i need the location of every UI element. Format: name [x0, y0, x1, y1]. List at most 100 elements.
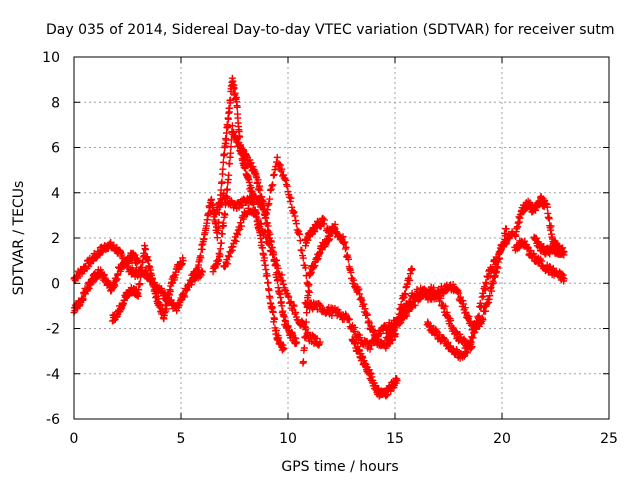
data-point	[281, 175, 289, 183]
data-point	[496, 254, 504, 262]
data-point	[208, 201, 216, 209]
data-point	[275, 270, 283, 278]
x-tick-label: 5	[177, 431, 186, 447]
data-point	[264, 222, 272, 230]
data-point	[293, 338, 301, 346]
data-point	[197, 254, 205, 262]
data-point	[305, 288, 313, 296]
satellite-track-8	[301, 214, 328, 250]
data-point	[269, 248, 277, 256]
data-point	[138, 268, 146, 276]
data-point	[407, 299, 415, 307]
data-point	[313, 335, 321, 343]
data-point	[304, 236, 312, 244]
data-point	[502, 225, 510, 233]
data-point	[311, 228, 319, 236]
data-point	[501, 232, 509, 240]
data-point	[267, 185, 275, 193]
data-point	[233, 103, 241, 111]
data-point	[455, 289, 463, 297]
data-point	[234, 226, 242, 234]
data-point	[226, 160, 234, 168]
data-point	[225, 171, 233, 179]
data-point	[494, 264, 502, 272]
data-point	[229, 243, 237, 251]
data-point	[265, 200, 273, 208]
data-point	[230, 84, 238, 92]
data-point	[288, 203, 296, 211]
x-axis-title: GPS time / hours	[281, 459, 398, 475]
data-point	[148, 275, 156, 283]
x-tick-label: 25	[600, 431, 618, 447]
satellite-track-7	[220, 204, 324, 349]
data-point	[294, 229, 302, 237]
data-point	[264, 279, 272, 287]
data-point	[315, 341, 323, 349]
data-point	[543, 203, 551, 211]
axis-ticks	[73, 56, 610, 420]
data-point	[489, 279, 497, 287]
y-tick-label: 6	[51, 141, 60, 157]
data-point	[221, 211, 229, 219]
data-point	[286, 197, 294, 205]
data-point	[224, 252, 232, 260]
data-point	[336, 308, 344, 316]
data-point	[232, 237, 240, 245]
data-point	[224, 123, 232, 131]
y-tick-label: 10	[42, 50, 60, 66]
data-point	[361, 338, 369, 346]
data-point	[273, 153, 281, 161]
data-point	[224, 260, 232, 268]
data-point	[224, 195, 232, 203]
data-point	[142, 245, 150, 253]
y-tick-label: 8	[51, 95, 60, 111]
satellite-track-6	[209, 153, 313, 296]
data-point	[236, 225, 244, 233]
data-point	[111, 282, 119, 290]
y-tick-label: -6	[46, 412, 60, 428]
data-point	[217, 239, 225, 247]
data-point	[240, 215, 248, 223]
data-point	[354, 330, 362, 338]
data-point	[261, 228, 269, 236]
data-point	[278, 165, 286, 173]
data-point	[219, 165, 227, 173]
data-point	[229, 77, 237, 85]
x-tick-label: 15	[386, 431, 404, 447]
data-point	[299, 358, 307, 366]
data-point	[420, 285, 428, 293]
data-point	[292, 220, 300, 228]
data-point	[515, 244, 523, 252]
y-tick-label: 4	[51, 186, 60, 202]
data-point	[265, 286, 273, 294]
data-point	[225, 253, 233, 261]
data-point	[74, 274, 82, 282]
data-point	[460, 352, 468, 360]
data-point	[430, 284, 438, 292]
y-tick-label: -4	[46, 367, 60, 383]
data-point	[305, 280, 313, 288]
data-point	[260, 254, 268, 262]
satellite-track-17	[511, 237, 568, 285]
data-point	[275, 334, 283, 342]
y-tick-label: 2	[51, 231, 60, 247]
data-point	[279, 280, 287, 288]
data-point	[212, 220, 220, 228]
data-point	[309, 332, 317, 340]
data-point	[316, 338, 324, 346]
data-point	[290, 302, 298, 310]
data-point	[146, 263, 154, 271]
data-point	[479, 316, 487, 324]
data-point	[358, 296, 366, 304]
data-point	[218, 200, 226, 208]
data-point	[237, 219, 245, 227]
data-point	[361, 305, 369, 313]
data-point	[276, 161, 284, 169]
data-point	[136, 280, 144, 288]
data-point	[131, 251, 139, 259]
data-point	[560, 275, 568, 283]
x-tick-labels: 0 5 10 15 20 25	[70, 431, 618, 447]
data-point	[79, 295, 87, 303]
